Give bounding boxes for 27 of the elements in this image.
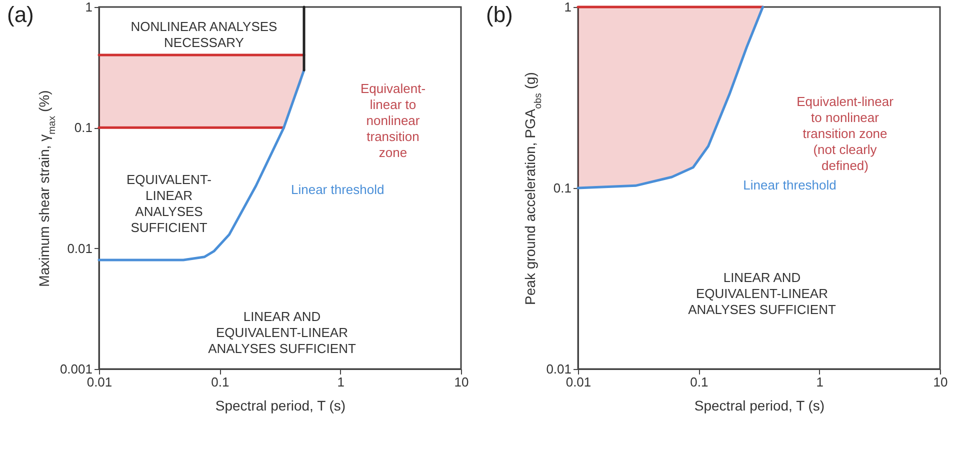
y-tick-label: 1 <box>85 0 92 14</box>
y-tick-label: 0.01 <box>546 362 572 376</box>
x-axis-title: Spectral period, T (s) <box>215 398 346 414</box>
x-tick-label: 0.01 <box>86 374 112 390</box>
y-tick-label: 0.001 <box>60 362 92 376</box>
x-tick-label: 0.1 <box>690 374 708 390</box>
text: Linear threshold <box>743 177 836 192</box>
annotation: Equivalent- linear to nonlinear transition zone <box>360 81 426 160</box>
x-axis-title: Spectral period, T (s) <box>694 398 825 414</box>
y-tick-label: 0.01 <box>67 240 92 256</box>
chart-title: (a) <box>7 2 34 27</box>
text: Linear threshold <box>290 182 384 197</box>
x-tick-label: 1 <box>337 374 344 390</box>
y-tick-label: 0.1 <box>553 180 572 196</box>
annotation: LINEAR AND EQUIVALENT-LINEAR ANALYSES SUFFICIENT <box>208 309 356 356</box>
y-tick-label: 0.1 <box>74 120 92 136</box>
y-tick-label: 1 <box>564 0 572 14</box>
x-tick-label: 10 <box>454 374 469 390</box>
x-tick-label: 0.01 <box>566 374 592 390</box>
annotation: NONLINEAR ANALYSES NECESSARY <box>130 19 278 50</box>
annotation: Equivalent-linear to nonlinear transition zone (not clearly defined) <box>796 94 894 173</box>
annotation: LINEAR AND EQUIVALENT-LINEAR ANALYSES SUFFICIENT <box>688 270 836 317</box>
x-tick-label: 1 <box>816 374 824 390</box>
chart-title: (b) <box>486 2 513 27</box>
x-tick-label: 0.1 <box>211 374 230 390</box>
annotation: EQUIVALENT- LINEAR ANALYSES SUFFICIENT <box>126 172 212 235</box>
x-tick-label: 10 <box>933 374 948 390</box>
